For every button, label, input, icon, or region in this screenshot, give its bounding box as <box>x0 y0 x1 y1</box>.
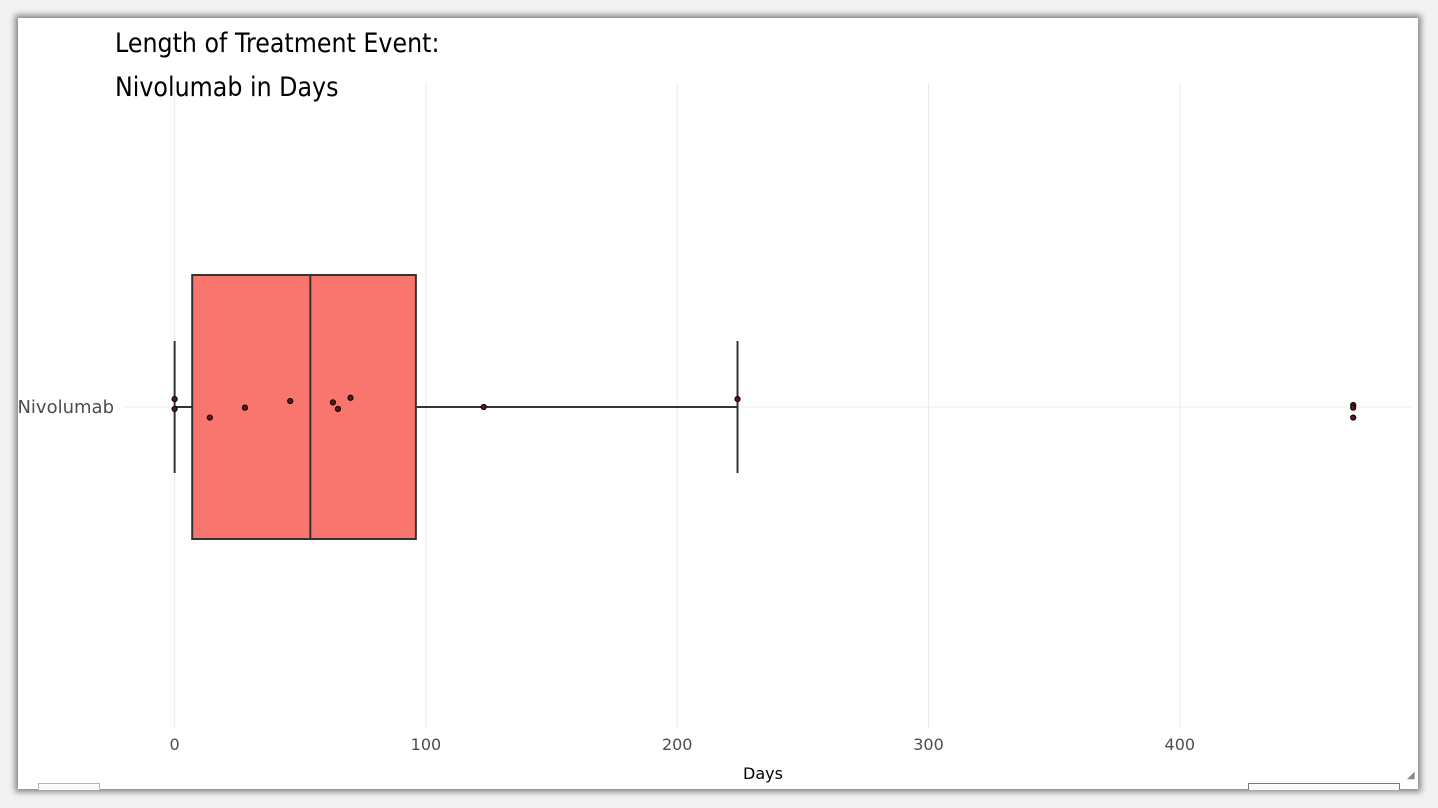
x-tick-label: 300 <box>913 735 944 754</box>
left-control-button[interactable] <box>38 783 100 790</box>
data-point <box>329 399 337 406</box>
y-category-label: Nivolumab <box>18 397 114 418</box>
data-point <box>480 403 487 411</box>
data-points <box>171 394 1357 421</box>
interquartile-box <box>191 274 417 540</box>
data-point <box>241 404 249 411</box>
data-point <box>334 405 342 413</box>
data-point <box>734 395 741 403</box>
data-point <box>287 397 294 405</box>
resize-grip-icon[interactable]: ◢ <box>1407 770 1415 781</box>
x-tick-label: 400 <box>1165 735 1196 754</box>
chart-title-line-1: Length of Treatment Event: <box>115 28 440 59</box>
x-tick-label: 100 <box>411 735 442 754</box>
x-tick-label: 200 <box>662 735 693 754</box>
boxplot-chart: Days 0 100 200 300 400 Nivolumab <box>18 83 1411 783</box>
x-tick-label: 0 <box>170 735 180 754</box>
right-control-button[interactable] <box>1248 783 1400 790</box>
data-point <box>171 405 178 413</box>
data-point <box>347 394 354 401</box>
data-point <box>171 395 178 403</box>
box-plot <box>173 274 739 540</box>
data-point <box>206 414 213 421</box>
x-axis-title: Days <box>743 764 783 783</box>
axis-labels: Days 0 100 200 300 400 Nivolumab <box>18 397 1195 783</box>
chart-title-line-2: Nivolumab in Days <box>115 72 339 103</box>
chart-panel: Length of Treatment Event: Nivolumab in … <box>18 18 1418 790</box>
chart-title: Length of Treatment Event: Nivolumab in … <box>115 22 439 110</box>
data-point <box>1350 404 1357 411</box>
data-point <box>1350 414 1357 421</box>
